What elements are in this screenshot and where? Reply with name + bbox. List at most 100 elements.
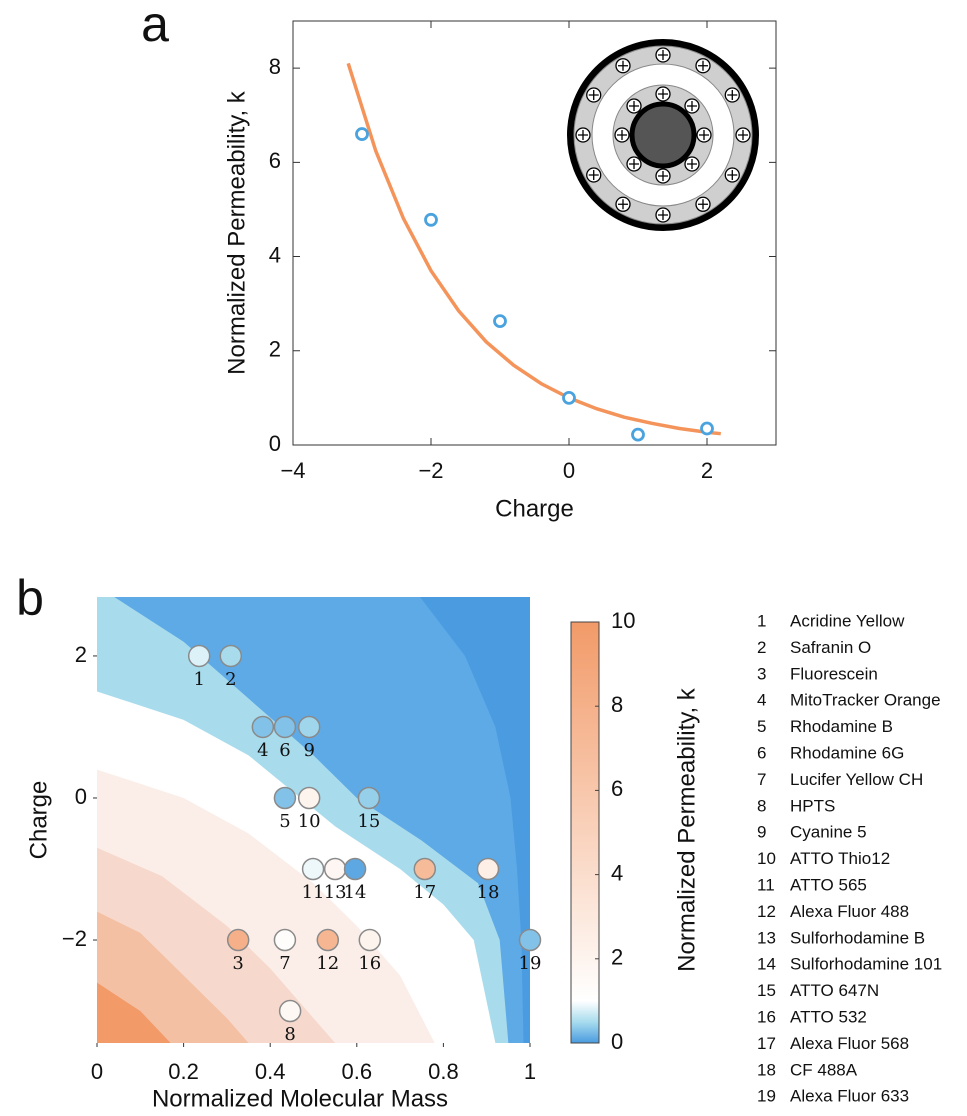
data-point: [476, 857, 500, 881]
data-point: [413, 857, 437, 881]
point-label: 3: [232, 953, 243, 974]
data-point: [273, 715, 297, 739]
data-point: [562, 390, 576, 405]
point-label: 11: [302, 882, 325, 903]
y-tick-label: 2: [75, 642, 87, 667]
charge-symbol: [686, 158, 697, 169]
legend-name: Alexa Fluor 488: [790, 902, 909, 921]
data-point: [493, 314, 507, 328]
legend-number: 16: [757, 1007, 776, 1026]
panel-label: b: [16, 570, 44, 626]
fit-line: [346, 62, 721, 436]
point-label: 14: [344, 882, 367, 903]
legend-name: HPTS: [790, 796, 835, 815]
legend-number: 5: [757, 717, 766, 736]
legend-number: 7: [757, 770, 766, 789]
y-tick-label: 6: [269, 148, 281, 173]
charge-symbol: [727, 90, 738, 100]
legend-name: Sulforhodamine 101: [790, 955, 942, 974]
charge-symbol: [618, 60, 628, 71]
data-point: [343, 857, 367, 881]
legend-number: 1: [757, 611, 766, 630]
point-label: 10: [298, 811, 321, 832]
legend-number: 2: [757, 638, 766, 657]
data-point: [273, 928, 297, 952]
charge-symbol: [658, 50, 668, 60]
legend-name: Rhodamine 6G: [790, 743, 904, 762]
legend-name: Fluorescein: [790, 664, 878, 683]
point-label: 7: [279, 953, 290, 974]
point-label: 13: [324, 882, 347, 903]
data-point: [357, 786, 381, 810]
colorbar-tick-label: 0: [611, 1029, 623, 1054]
legend-number: 10: [757, 849, 776, 868]
legend-name: ATTO 532: [790, 1007, 867, 1026]
data-point: [297, 715, 321, 739]
colorbar-tick-label: 4: [611, 860, 623, 885]
legend-number: 9: [757, 823, 766, 842]
x-tick-label: 1: [524, 1059, 536, 1084]
legend-name: Alexa Fluor 568: [790, 1034, 909, 1053]
x-tick-label: −4: [280, 458, 305, 483]
data-point: [187, 644, 211, 668]
data-point: [700, 421, 714, 436]
legend-name: Sulforhodamine B: [790, 928, 925, 947]
x-tick-label: 0: [91, 1059, 103, 1084]
legend-name: ATTO 647N: [790, 981, 879, 1000]
x-tick-label: 2: [701, 458, 713, 483]
point-label: 15: [357, 811, 380, 832]
charge-symbol: [578, 130, 588, 140]
contour-band: [97, 597, 336, 1043]
charge-symbol: [658, 89, 668, 99]
charge-symbol: [629, 101, 640, 112]
charge-symbol: [617, 130, 627, 140]
legend-number: 12: [757, 902, 776, 921]
legend-number: 14: [757, 955, 776, 974]
data-point: [355, 127, 369, 141]
legend-number: 11: [757, 875, 775, 894]
legend-name: Safranin O: [790, 638, 871, 657]
y-tick-label: 0: [75, 784, 87, 809]
charge-symbol: [698, 60, 708, 71]
colorbar-tick-label: 10: [611, 608, 635, 633]
contour-band: [97, 597, 249, 1043]
legend-name: ATTO 565: [790, 875, 867, 894]
colorbar-label: Normalized Permeability, k: [673, 687, 700, 972]
legend-number: 18: [757, 1060, 776, 1079]
y-axis-label: Normalized Permeability, k: [223, 90, 250, 375]
legend-name: Cyanine 5: [790, 823, 867, 842]
y-tick-label: 8: [269, 54, 281, 79]
legend-number: 3: [757, 664, 766, 683]
legend-name: Alexa Fluor 633: [790, 1087, 909, 1106]
point-label: 19: [519, 953, 542, 974]
contour-fill: [97, 597, 530, 1043]
point-label: 8: [284, 1024, 295, 1045]
data-point: [219, 644, 243, 668]
legend-name: Acridine Yellow: [790, 611, 905, 630]
charge-symbol: [588, 90, 599, 100]
x-tick-label: 0.4: [255, 1059, 286, 1084]
legend-name: Lucifer Yellow CH: [790, 770, 923, 789]
point-label: 6: [279, 740, 290, 761]
data-point: [316, 928, 340, 952]
colorbar-tick-label: 2: [611, 945, 623, 970]
point-label: 16: [358, 953, 381, 974]
y-tick-label: 4: [269, 242, 281, 267]
point-label: 18: [477, 882, 500, 903]
data-point: [226, 928, 250, 952]
legend-number: 19: [757, 1087, 776, 1106]
charge-symbol: [618, 199, 628, 210]
legend-number: 15: [757, 981, 776, 1000]
charge-symbol: [738, 130, 748, 140]
inset-diagram: [567, 39, 759, 231]
data-point: [301, 857, 325, 881]
legend-name: ATTO Thio12: [790, 849, 890, 868]
legend-number: 13: [757, 928, 776, 947]
legend-name: Rhodamine B: [790, 717, 893, 736]
data-point: [518, 928, 542, 952]
panel-label: a: [141, 0, 169, 52]
charge-symbol: [658, 171, 668, 181]
x-axis-label: Charge: [495, 495, 574, 522]
data-point: [323, 857, 347, 881]
